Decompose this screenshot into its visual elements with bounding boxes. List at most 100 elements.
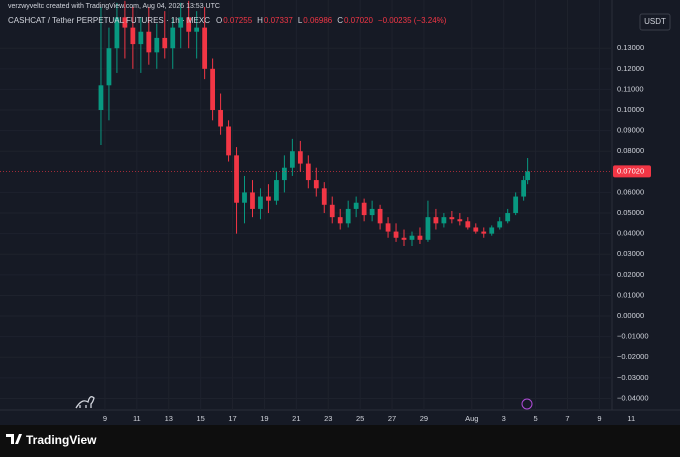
y-tick-label: −0.03000	[617, 373, 649, 382]
candle-body	[146, 31, 152, 53]
x-tick-label: 27	[388, 414, 396, 423]
x-tick-label: 23	[324, 414, 332, 423]
footer	[0, 425, 680, 457]
candle-body	[98, 85, 104, 111]
y-tick-label: 0.09000	[617, 126, 644, 135]
candle-body	[281, 167, 287, 181]
y-tick-label: 0.02000	[617, 270, 644, 279]
candle-body	[162, 37, 168, 49]
candle-body	[345, 208, 351, 224]
y-tick-label: 0.11000	[617, 84, 644, 93]
credit: verzwyveltc created with TradingView.com…	[8, 3, 220, 10]
candle-body	[154, 37, 160, 53]
y-tick-label: 0.06000	[617, 187, 644, 196]
legend-change: −0.00235 (−3.24%)	[378, 16, 447, 25]
candle-body	[465, 221, 471, 228]
y-tick-label: 0.05000	[617, 208, 644, 217]
candle-body	[210, 68, 216, 111]
candle-body	[106, 48, 112, 86]
legend-value: 0.06986	[303, 16, 332, 25]
x-tick-label: Aug	[465, 414, 478, 423]
candle-body	[449, 217, 455, 220]
y-tick-label: 0.01000	[617, 290, 644, 299]
candle-body	[433, 217, 439, 224]
candle-body	[409, 235, 415, 240]
y-tick-label: −0.04000	[617, 393, 649, 402]
x-tick-label: 7	[565, 414, 569, 423]
y-tick-label: 0.00000	[617, 311, 644, 320]
legend-value: 0.07020	[344, 16, 373, 25]
candle-body	[258, 196, 263, 209]
currency: USDT	[644, 17, 666, 26]
candle-body	[525, 171, 531, 181]
candle-body	[425, 217, 431, 240]
candle-body	[234, 155, 239, 203]
y-tick-label: 0.13000	[617, 43, 644, 52]
y-tick-label: −0.02000	[617, 352, 649, 361]
legend-key: H	[257, 16, 263, 25]
x-tick-label: 25	[356, 414, 364, 423]
x-tick-label: 11	[627, 414, 635, 423]
watermark-icon	[75, 396, 95, 409]
y-tick-label: 0.03000	[617, 249, 644, 258]
candle-body	[305, 163, 311, 181]
candle-body	[441, 217, 447, 224]
y-tick-label: 0.04000	[617, 229, 644, 238]
legend-key: O	[216, 16, 222, 25]
candle-body	[289, 151, 295, 168]
candle-body	[497, 221, 503, 228]
legend-key: C	[337, 16, 343, 25]
x-tick-label: 17	[228, 414, 236, 423]
candles	[98, 0, 531, 246]
candle-body	[521, 180, 527, 197]
candle-body	[377, 208, 383, 224]
candle-body	[481, 231, 487, 234]
candle-body	[178, 17, 184, 28]
candle-body	[122, 17, 128, 28]
candle-body	[194, 27, 200, 32]
candle-body	[505, 213, 511, 222]
labels: 0.13000 0.12000 0.11000 0.10000 0.09000 0.080…	[103, 43, 649, 423]
x-tick-label: 19	[260, 414, 268, 423]
candle-body	[297, 151, 303, 164]
legend-value: 0.07337	[264, 16, 293, 25]
candle-body	[369, 208, 375, 216]
event-icon	[521, 398, 533, 410]
brand-logo	[6, 434, 22, 444]
y-tick-label: 0.10000	[617, 105, 644, 114]
candle-body	[313, 180, 319, 189]
x-tick-label: 3	[502, 414, 506, 423]
x-tick-label: 15	[196, 414, 204, 423]
candle-body	[130, 27, 136, 45]
candle-body	[114, 17, 120, 49]
candle-body	[242, 192, 247, 203]
candle-body	[329, 204, 335, 218]
candle-body	[353, 202, 359, 209]
y-tick-label: 0.12000	[617, 64, 644, 73]
candle-body	[202, 27, 208, 69]
x-tick-label: 13	[165, 414, 173, 423]
x-tick-label: 21	[292, 414, 300, 423]
symbol: CASHCAT / Tether PERPETUAL FUTURES · 1h …	[8, 16, 210, 25]
candle-body	[473, 227, 479, 232]
candle-body	[266, 196, 271, 201]
candle-body	[401, 237, 407, 240]
candle-body	[226, 126, 231, 156]
candle-body	[170, 27, 176, 49]
candle-body	[250, 192, 255, 209]
candle-body	[218, 110, 223, 127]
y-tick-label: −0.01000	[617, 332, 649, 341]
candle-body	[361, 202, 367, 216]
grid	[0, 0, 612, 410]
legend-key: L	[298, 16, 303, 25]
candle-body	[513, 196, 519, 214]
candle-body	[417, 235, 423, 240]
candle-body	[274, 180, 279, 201]
currency-box	[639, 13, 671, 31]
y-tick-label: 0.08000	[617, 146, 644, 155]
candle-body	[489, 227, 495, 234]
candle-body	[138, 31, 144, 45]
x-tick-label: 9	[597, 414, 601, 423]
candle-body	[186, 17, 192, 32]
candle-body	[321, 188, 327, 205]
